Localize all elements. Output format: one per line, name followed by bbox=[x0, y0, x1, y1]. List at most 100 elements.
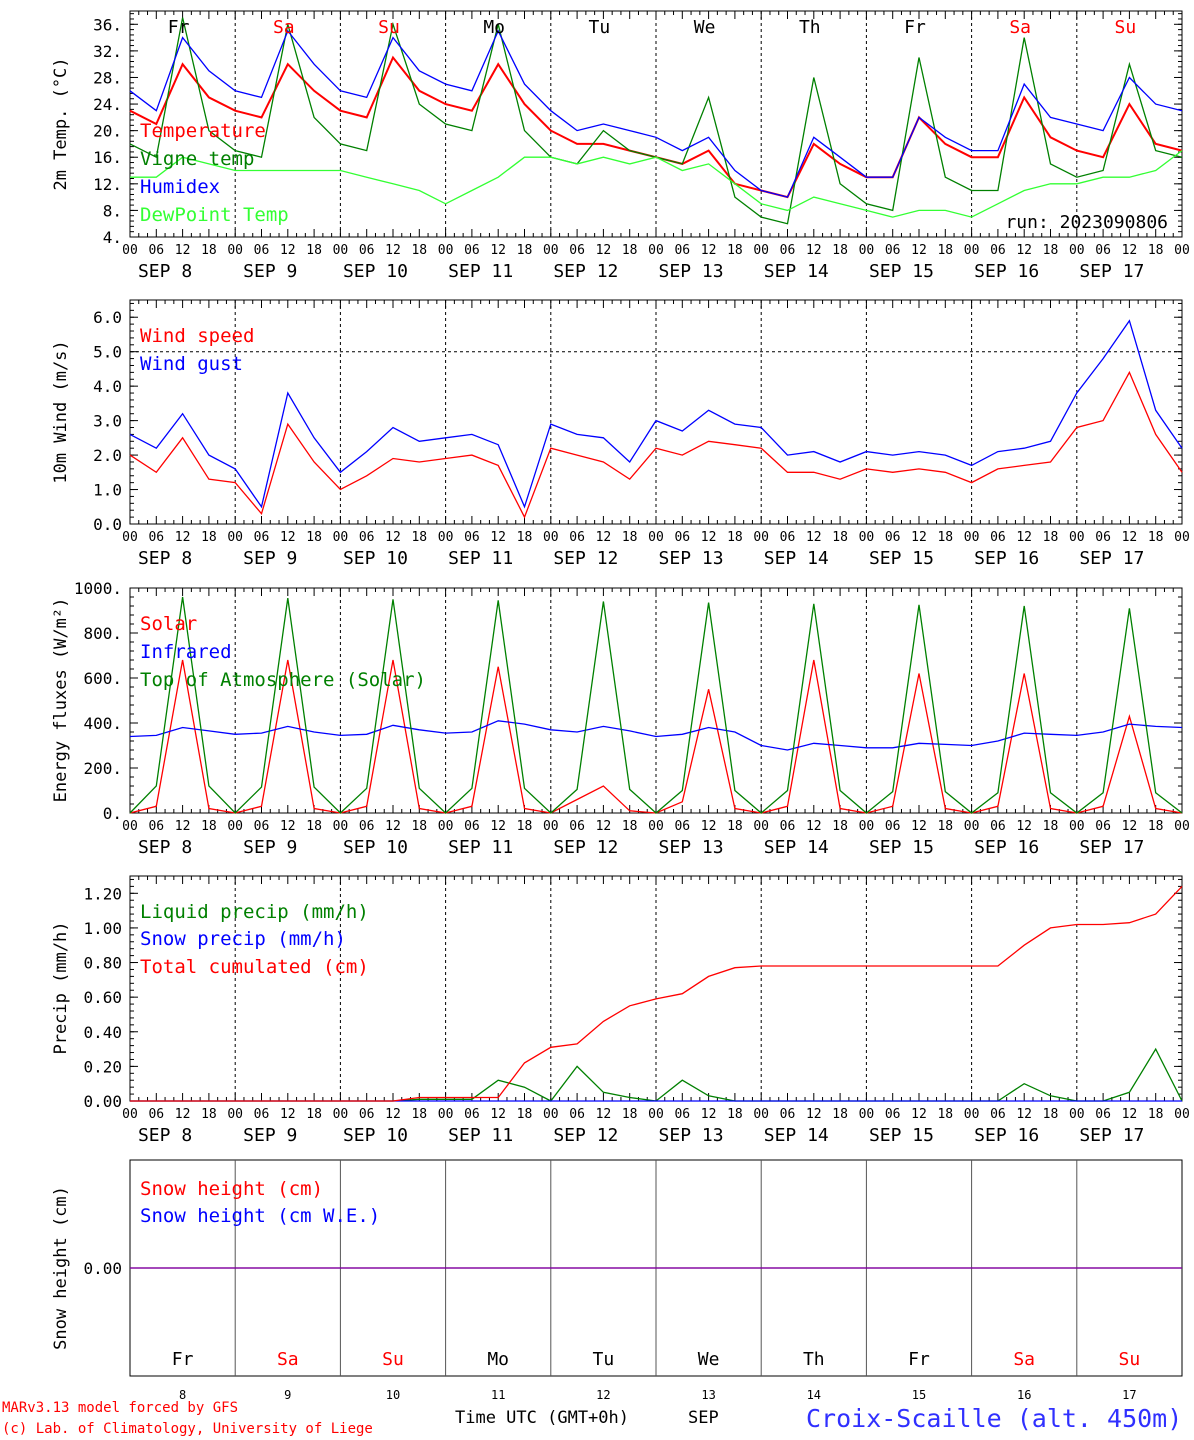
day-of-week-label: Sa bbox=[1009, 17, 1031, 38]
hour-tick-label: 12 bbox=[280, 1107, 296, 1122]
hour-tick-label: 12 bbox=[175, 1107, 191, 1122]
y-axis-title: 10m Wind (m/s) bbox=[51, 340, 71, 483]
y-tick-label: 0. bbox=[103, 804, 122, 823]
hour-tick-label: 12 bbox=[911, 243, 927, 258]
hour-tick-label: 06 bbox=[148, 819, 164, 834]
day-number-label: 17 bbox=[1122, 1388, 1136, 1402]
hour-tick-label: 12 bbox=[596, 1107, 612, 1122]
hour-tick-label: 18 bbox=[727, 819, 743, 834]
hour-tick-label: 18 bbox=[517, 243, 533, 258]
hour-tick-label: 06 bbox=[1095, 819, 1111, 834]
hour-tick-label: 00 bbox=[122, 243, 138, 258]
hour-tick-label: 00 bbox=[227, 243, 243, 258]
hour-tick-label: 12 bbox=[596, 530, 612, 545]
hour-tick-label: 06 bbox=[148, 1107, 164, 1122]
y-tick-label: 8. bbox=[103, 201, 122, 220]
y-tick-label: 36. bbox=[93, 15, 122, 34]
series-line bbox=[129, 720, 1183, 751]
date-label: SEP 14 bbox=[764, 837, 829, 858]
hour-tick-label: 18 bbox=[1043, 243, 1059, 258]
hour-tick-label: 00 bbox=[648, 1107, 664, 1122]
hour-tick-label: 18 bbox=[1043, 819, 1059, 834]
y-tick-label: 0.00 bbox=[83, 1259, 122, 1278]
hour-tick-label: 12 bbox=[701, 819, 717, 834]
hour-tick-label: 00 bbox=[753, 530, 769, 545]
hour-tick-label: 06 bbox=[1095, 1107, 1111, 1122]
hour-tick-label: 18 bbox=[937, 243, 953, 258]
y-tick-label: 4.0 bbox=[93, 377, 122, 396]
hour-tick-label: 12 bbox=[806, 1107, 822, 1122]
date-label: SEP 17 bbox=[1079, 261, 1144, 282]
day-of-week-label: Th bbox=[799, 17, 821, 38]
hour-tick-label: 00 bbox=[333, 819, 349, 834]
hour-tick-label: 18 bbox=[306, 530, 322, 545]
hour-tick-label: 12 bbox=[490, 1107, 506, 1122]
hour-tick-label: 06 bbox=[359, 1107, 375, 1122]
hour-tick-label: 06 bbox=[780, 530, 796, 545]
hour-tick-label: 06 bbox=[674, 243, 690, 258]
hour-tick-label: 00 bbox=[859, 819, 875, 834]
hour-tick-label: 06 bbox=[569, 530, 585, 545]
date-label: SEP 8 bbox=[138, 261, 192, 282]
legend-entry: Snow precip (mm/h) bbox=[140, 928, 346, 950]
date-label: SEP 13 bbox=[659, 1125, 724, 1146]
hour-tick-label: 12 bbox=[596, 819, 612, 834]
hour-tick-label: 00 bbox=[859, 243, 875, 258]
hour-tick-label: 18 bbox=[411, 819, 427, 834]
lab-credit: (c) Lab. of Climatology, University of L… bbox=[2, 1421, 373, 1437]
hour-tick-label: 06 bbox=[254, 243, 270, 258]
hour-tick-label: 18 bbox=[832, 530, 848, 545]
y-tick-label: 0.60 bbox=[83, 988, 122, 1007]
legend-entry: Total cumulated (cm) bbox=[140, 956, 369, 978]
hour-tick-label: 06 bbox=[674, 819, 690, 834]
hour-tick-label: 00 bbox=[122, 530, 138, 545]
y-tick-label: 1.0 bbox=[93, 481, 122, 500]
hour-tick-label: 00 bbox=[543, 530, 559, 545]
date-label: SEP 12 bbox=[553, 548, 618, 569]
hour-tick-label: 06 bbox=[780, 1107, 796, 1122]
series-line bbox=[129, 596, 1183, 814]
hour-tick-label: 00 bbox=[964, 243, 980, 258]
day-number-label: 14 bbox=[807, 1388, 821, 1402]
day-of-week-label: Tu bbox=[589, 17, 611, 38]
hour-tick-label: 12 bbox=[175, 243, 191, 258]
series-line bbox=[129, 29, 1183, 198]
date-label: SEP 8 bbox=[138, 837, 192, 858]
date-label: SEP 17 bbox=[1079, 548, 1144, 569]
y-tick-label: 600. bbox=[83, 669, 122, 688]
day-of-week-label: Fr bbox=[172, 1349, 194, 1370]
model-credit: MARv3.13 model forced by GFS bbox=[2, 1400, 238, 1416]
date-label: SEP 11 bbox=[448, 1125, 513, 1146]
hour-tick-label: 18 bbox=[201, 530, 217, 545]
y-tick-label: 0.00 bbox=[83, 1092, 122, 1111]
panel-4: 0.00 0.20 0.40 0.60 0.80 1.00 1.20 Precip (mm/h… bbox=[51, 875, 1190, 1146]
day-of-week-label: Fr bbox=[168, 17, 190, 38]
hour-tick-label: 00 bbox=[1069, 1107, 1085, 1122]
hour-tick-label: 18 bbox=[306, 243, 322, 258]
hour-tick-label: 12 bbox=[175, 819, 191, 834]
day-of-week-label: Sa bbox=[1013, 1349, 1035, 1370]
hour-tick-label: 12 bbox=[596, 243, 612, 258]
hour-tick-label: 18 bbox=[517, 1107, 533, 1122]
legend-entry: Temperature bbox=[140, 120, 266, 142]
hour-tick-label: 12 bbox=[280, 243, 296, 258]
panel-1: 4. 8. 12. 16. 20. 24. 28. 32. 36. 2m Temp. (°C) Te… bbox=[51, 10, 1190, 282]
hour-tick-label: 12 bbox=[280, 530, 296, 545]
date-label: SEP 17 bbox=[1079, 837, 1144, 858]
hour-tick-label: 12 bbox=[1016, 819, 1032, 834]
hour-tick-label: 06 bbox=[464, 243, 480, 258]
hour-tick-label: 00 bbox=[543, 819, 559, 834]
hour-tick-label: 00 bbox=[1174, 243, 1190, 258]
y-axis-title: Snow height (cm) bbox=[51, 1186, 71, 1350]
day-of-week-label: Sa bbox=[273, 17, 295, 38]
legend-entry: Wind speed bbox=[140, 325, 254, 347]
hour-tick-label: 18 bbox=[201, 1107, 217, 1122]
date-label: SEP 16 bbox=[974, 548, 1039, 569]
y-tick-label: 12. bbox=[93, 175, 122, 194]
footer: MARv3.13 model forced by GFS (c) Lab. of… bbox=[2, 1400, 1182, 1437]
hour-tick-label: 00 bbox=[964, 1107, 980, 1122]
hour-tick-label: 12 bbox=[1122, 530, 1138, 545]
hour-tick-label: 00 bbox=[122, 1107, 138, 1122]
series-line bbox=[130, 885, 1183, 1102]
hour-tick-label: 18 bbox=[1148, 243, 1164, 258]
